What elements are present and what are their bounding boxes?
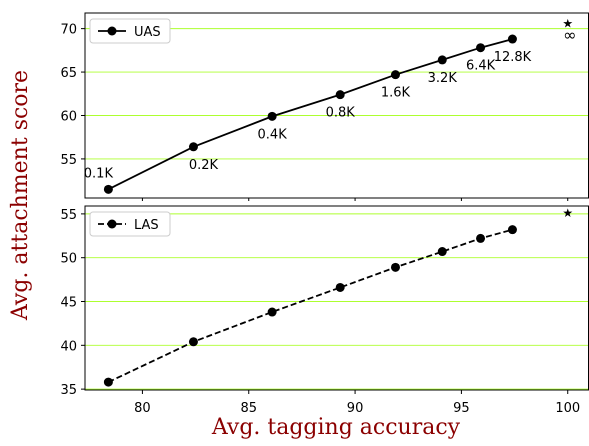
data-point bbox=[507, 225, 517, 235]
data-label: 0.8K bbox=[326, 106, 356, 121]
legend-box bbox=[89, 211, 171, 237]
data-label: 0.4K bbox=[258, 127, 288, 142]
data-point bbox=[188, 142, 198, 152]
data-point bbox=[437, 247, 447, 257]
y-axis-label: Avg. attachment score bbox=[8, 70, 33, 321]
data-point bbox=[103, 377, 113, 387]
legend-marker bbox=[107, 219, 117, 229]
data-point bbox=[390, 70, 400, 80]
y-tick-label: 50 bbox=[60, 252, 77, 267]
data-point bbox=[267, 307, 277, 317]
data-label: 0.2K bbox=[189, 158, 219, 173]
x-tick-label: 85 bbox=[240, 401, 257, 416]
y-tick-label: 35 bbox=[60, 383, 77, 398]
data-point bbox=[188, 337, 198, 347]
data-point bbox=[390, 262, 400, 272]
legend-box bbox=[89, 18, 171, 44]
star-marker: ★ bbox=[562, 206, 573, 220]
panel-uas: 55 60 65 70 0.1K 0.2K 0.4K 0.8K 1.6K 3.2K 6.4K12.8… bbox=[60, 12, 589, 201]
data-label: 12.8K bbox=[494, 50, 532, 65]
x-axis-label: Avg. tagging accuracy bbox=[211, 415, 461, 440]
data-label: 3.2K bbox=[428, 71, 458, 86]
y-tick-label: 55 bbox=[60, 153, 77, 168]
data-label: 1.6K bbox=[381, 86, 411, 101]
x-tick-label: 95 bbox=[453, 401, 470, 416]
data-point bbox=[335, 282, 345, 292]
data-point bbox=[335, 90, 345, 100]
x-tick-label: 80 bbox=[134, 401, 151, 416]
y-tick-label: 40 bbox=[60, 339, 77, 354]
x-tick-label: 100 bbox=[555, 401, 580, 416]
data-point bbox=[476, 43, 486, 53]
y-tick-label: 45 bbox=[60, 296, 77, 311]
star-marker: ★ bbox=[562, 16, 573, 30]
legend-label: LAS bbox=[134, 218, 159, 233]
y-tick-label: 55 bbox=[60, 208, 77, 223]
data-point bbox=[476, 233, 486, 243]
data-point bbox=[267, 111, 277, 121]
y-tick-label: 65 bbox=[60, 66, 77, 81]
data-label: 6.4K bbox=[466, 59, 496, 74]
legend-marker bbox=[107, 26, 117, 36]
data-label: 0.1K bbox=[84, 166, 114, 181]
data-point bbox=[507, 34, 517, 44]
star-label: ∞ bbox=[563, 25, 576, 44]
series-line-uas bbox=[107, 38, 513, 191]
y-tick-label: 60 bbox=[60, 109, 77, 124]
legend-label: UAS bbox=[134, 25, 161, 40]
series-line-las bbox=[108, 228, 513, 383]
y-tick-label: 70 bbox=[60, 23, 77, 38]
x-tick-label: 90 bbox=[347, 401, 364, 416]
data-point bbox=[103, 184, 113, 194]
panel-las: 35 40 45 50 55 80 85 90 95 100 ★ LAS bbox=[60, 205, 589, 416]
data-point bbox=[437, 55, 447, 65]
